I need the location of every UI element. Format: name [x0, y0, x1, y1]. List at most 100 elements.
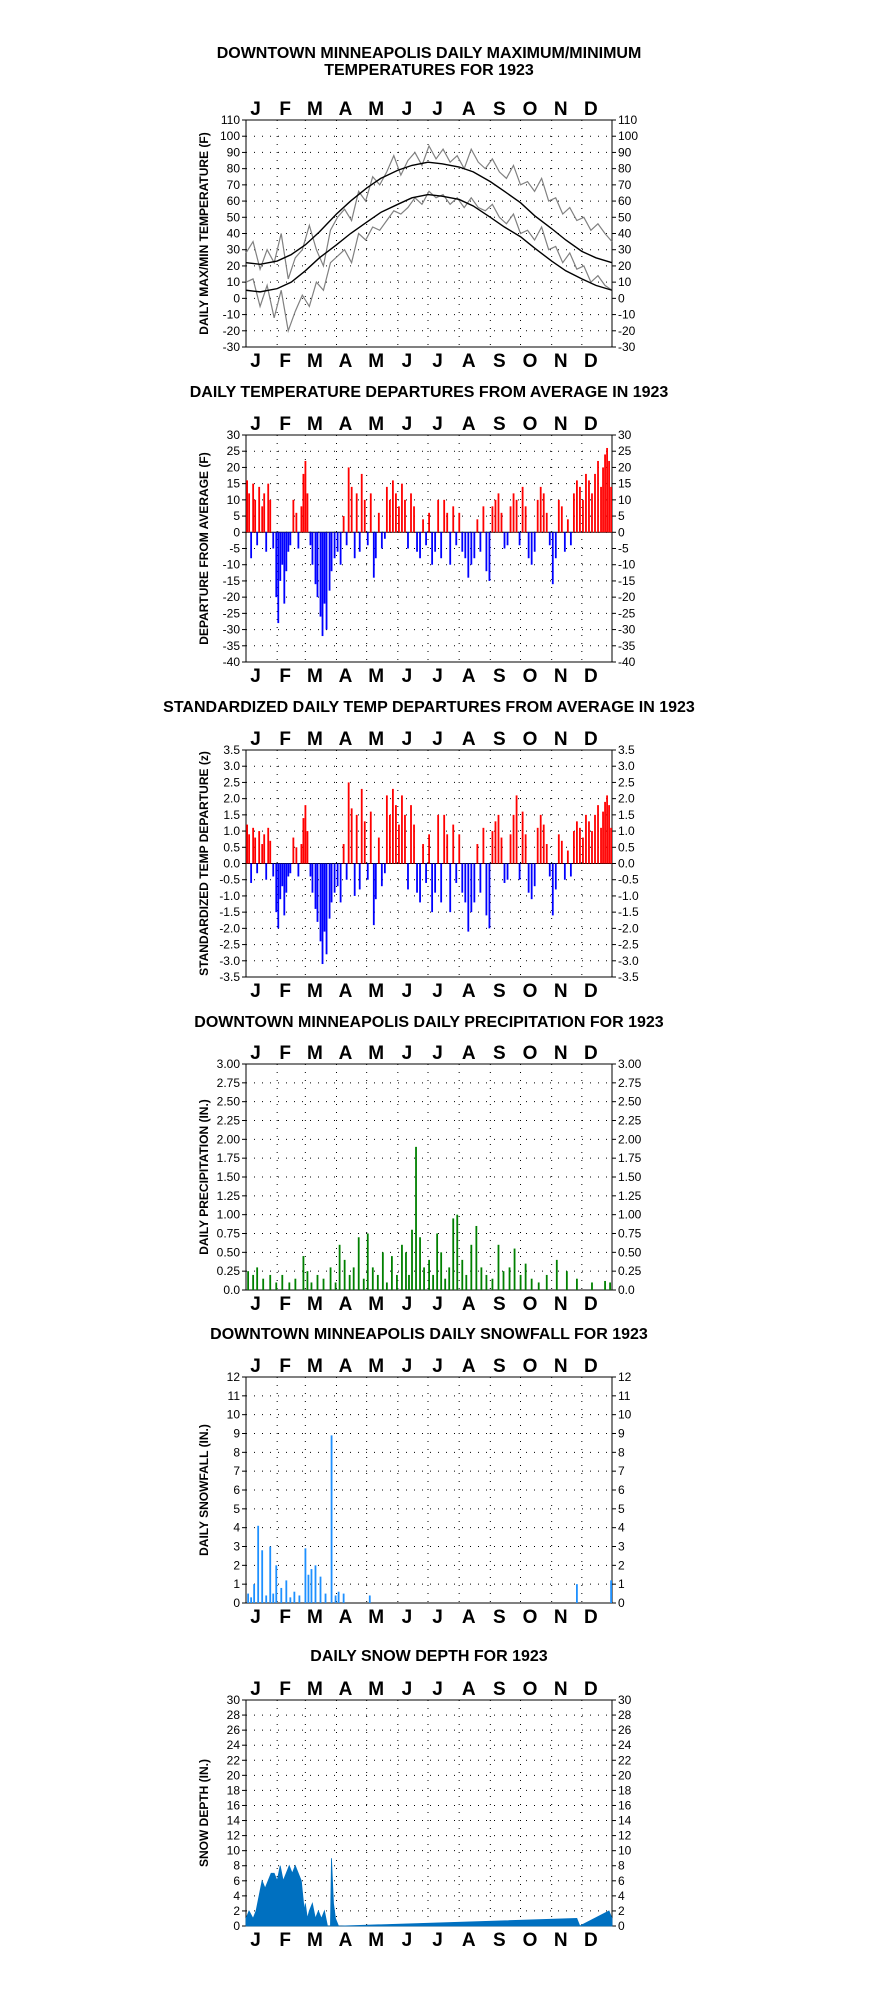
month-label-bottom: J: [250, 666, 261, 687]
bar: [347, 467, 350, 533]
bar: [443, 814, 446, 864]
month-label-bottom: O: [523, 1607, 538, 1628]
month-label-top: O: [523, 414, 538, 435]
series-departures: [246, 447, 612, 637]
bar: [524, 834, 527, 864]
bar: [366, 1233, 369, 1290]
bar: [350, 808, 353, 864]
bar: [265, 863, 268, 880]
bar: [488, 863, 491, 929]
y-tick-label-right: 24: [618, 1738, 632, 1752]
bar: [281, 863, 284, 887]
bar: [396, 1274, 398, 1290]
bar: [328, 863, 331, 919]
bar: [500, 512, 503, 533]
bar: [279, 532, 282, 581]
bar: [608, 805, 610, 864]
y-tick-label-left: 2.0: [223, 792, 240, 806]
y-tick-label-right: 9: [618, 1427, 625, 1441]
y-tick-label-right: 20: [618, 1768, 632, 1782]
month-label-bottom: J: [402, 1607, 413, 1628]
month-label-bottom: N: [554, 981, 568, 1002]
bar: [508, 1267, 511, 1290]
bar: [437, 814, 440, 864]
bar: [416, 532, 418, 552]
series-standardized: [246, 782, 612, 965]
month-label-top: J: [250, 729, 261, 750]
y-tick-label-left: 0.5: [223, 840, 240, 854]
y-tick-label-left: -40: [223, 655, 241, 669]
y-tick-label-right: 0.0: [618, 1283, 635, 1297]
month-label-top: J: [432, 1679, 443, 1700]
month-label-bottom: D: [584, 1294, 598, 1315]
month-label-bottom: J: [432, 351, 443, 372]
bar: [401, 1244, 403, 1290]
y-tick-label-left: 3.5: [223, 743, 240, 757]
bar: [302, 473, 305, 533]
y-axis-label: DAILY SNOWFALL (IN.): [197, 1424, 211, 1556]
y-tick-label-left: -20: [223, 590, 241, 604]
bar: [347, 782, 350, 864]
bar: [300, 506, 303, 533]
y-tick-label-left: 11: [228, 1389, 241, 1403]
chart-title: DOWNTOWN MINNEAPOLIS DAILY PRECIPITATION…: [194, 1014, 663, 1031]
bar: [316, 863, 319, 922]
bar: [336, 532, 339, 552]
month-label-bottom: A: [339, 1930, 353, 1951]
y-tick-label-right: 0: [618, 525, 625, 539]
bar: [392, 480, 394, 533]
y-tick-label-left: 1.25: [217, 1189, 241, 1203]
bar: [455, 863, 458, 883]
y-tick-label-left: 14: [227, 1814, 241, 1828]
bar: [506, 532, 509, 546]
bar: [443, 499, 446, 533]
month-label-bottom: J: [432, 1930, 443, 1951]
y-tick-label-left: 30: [227, 243, 241, 257]
bar: [293, 1591, 296, 1603]
y-tick-label-right: -30: [618, 623, 636, 637]
bar: [372, 532, 375, 578]
bar: [565, 1271, 568, 1290]
y-tick-label-left: 8: [233, 1859, 240, 1873]
bar: [497, 1244, 500, 1290]
y-tick-label-left: 16: [227, 1798, 241, 1812]
month-label-bottom: J: [250, 351, 261, 372]
y-tick-label-left: -1.5: [219, 905, 240, 919]
y-tick-label-right: -15: [618, 574, 636, 588]
bar: [246, 480, 249, 533]
month-label-bottom: J: [402, 666, 413, 687]
bar: [339, 532, 342, 565]
y-tick-label-left: -30: [223, 340, 241, 354]
chart-departures: DAILY TEMPERATURE DEPARTURES FROM AVERAG…: [190, 384, 669, 687]
month-label-bottom: A: [339, 1294, 353, 1315]
y-tick-label-left: 1: [233, 1577, 240, 1591]
bar: [588, 821, 590, 864]
bar: [306, 831, 309, 864]
month-label-top: D: [584, 1679, 598, 1700]
bar: [415, 1146, 417, 1290]
bar: [269, 1274, 272, 1290]
y-tick-label-left: 10: [227, 1844, 241, 1858]
month-label-top: A: [339, 414, 353, 435]
month-label-top: J: [432, 1356, 443, 1377]
month-label-top: F: [279, 414, 291, 435]
bar: [467, 532, 470, 578]
bar: [292, 837, 295, 864]
bar: [470, 532, 473, 565]
bar: [440, 532, 443, 559]
bar: [256, 1267, 259, 1290]
bar: [572, 493, 575, 533]
bar: [323, 532, 326, 604]
bar: [330, 532, 333, 572]
month-label-top: M: [368, 414, 384, 435]
month-label-top: N: [554, 414, 568, 435]
month-label-top: N: [554, 1679, 568, 1700]
chart-standardized: STANDARDIZED DAILY TEMP DEPARTURES FROM …: [163, 699, 695, 1002]
y-tick-label-right: 2.50: [618, 1095, 642, 1109]
bar: [585, 473, 587, 533]
y-tick-label-left: 30: [227, 1693, 241, 1707]
month-label-bottom: O: [523, 1294, 538, 1315]
y-tick-label-left: 7: [233, 1464, 240, 1478]
y-tick-label-left: 1.50: [217, 1170, 241, 1184]
bar: [431, 532, 434, 565]
